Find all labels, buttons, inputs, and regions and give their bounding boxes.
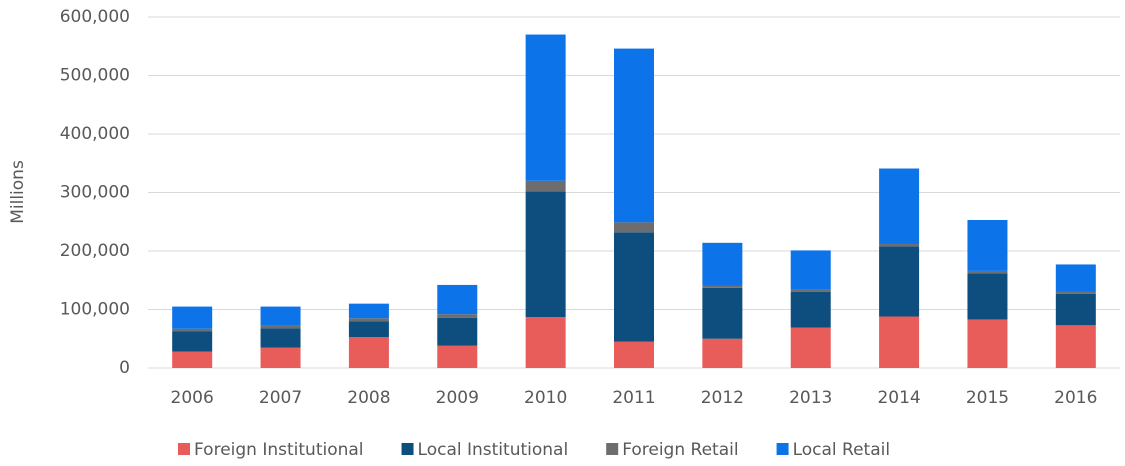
x-tick-label: 2010	[524, 388, 567, 408]
y-tick-label: 100,000	[60, 300, 130, 320]
bar-segment	[967, 273, 1008, 320]
bar-segment	[525, 180, 566, 192]
bar-segment	[879, 168, 920, 244]
bar-segment	[260, 306, 301, 326]
x-tick-label: 2011	[612, 388, 655, 408]
bar-segment	[172, 328, 213, 332]
bar-segment	[790, 291, 831, 328]
x-tick-label: 2006	[171, 388, 214, 408]
x-tick-label: 2014	[877, 388, 920, 408]
bar-segment	[790, 327, 831, 368]
bar-segment	[614, 48, 654, 223]
x-tick-label: 2008	[347, 388, 390, 408]
y-tick-label: 400,000	[60, 124, 130, 144]
bar-segment	[879, 246, 920, 317]
x-tick-label: 2009	[436, 388, 479, 408]
bar-segment	[1055, 291, 1096, 294]
bar-segment	[1055, 325, 1096, 368]
x-tick-label: 2012	[701, 388, 744, 408]
bar-segment	[348, 318, 389, 322]
bar-segment	[260, 328, 301, 348]
bar-segment	[172, 331, 213, 352]
legend-swatch	[178, 443, 190, 455]
x-tick-label: 2016	[1054, 388, 1097, 408]
bar-segment	[1055, 264, 1096, 292]
bar-segment	[437, 314, 478, 318]
bar-segment	[437, 284, 478, 315]
x-tick-label: 2007	[259, 388, 302, 408]
bar-segment	[614, 232, 654, 342]
y-tick-label: 0	[119, 358, 130, 378]
legend-swatch	[401, 443, 414, 455]
bar-segment	[702, 338, 743, 368]
y-tick-label: 600,000	[60, 7, 130, 27]
bar-segment	[437, 317, 478, 346]
bar-segment	[348, 336, 389, 368]
bar-segment	[614, 222, 654, 233]
bar-segment	[525, 317, 566, 368]
bar-segment	[614, 341, 654, 368]
bar-segment	[260, 325, 301, 329]
bar-segment	[525, 34, 566, 181]
bar-segment	[702, 285, 743, 288]
legend-label: Local Institutional	[418, 440, 569, 460]
y-tick-label: 200,000	[60, 241, 130, 261]
bar-segment	[967, 319, 1008, 368]
bar-segment	[790, 250, 831, 290]
bar-segment	[437, 345, 478, 368]
bar-segment	[879, 243, 920, 247]
bar-segment	[967, 270, 1008, 274]
bar-segment	[790, 289, 831, 292]
legend-swatch	[606, 443, 619, 455]
x-tick-label: 2013	[789, 388, 832, 408]
bar-segment	[702, 287, 743, 339]
bar-segment	[260, 347, 301, 368]
bar-segment	[702, 242, 743, 286]
bar-segment	[1055, 293, 1096, 326]
legend-label: Foreign Institutional	[194, 440, 364, 460]
legend-swatch	[776, 443, 789, 455]
bar-segment	[172, 351, 213, 368]
bar-segment	[967, 219, 1008, 271]
bar-segment	[525, 191, 566, 318]
legend-label: Foreign Retail	[622, 440, 738, 460]
bar-segment	[348, 321, 389, 337]
bar-segment	[348, 303, 389, 319]
legend-label: Local Retail	[793, 440, 891, 460]
y-axis-label: Millions	[8, 160, 28, 224]
bar-segment	[172, 306, 213, 329]
x-tick-label: 2015	[966, 388, 1009, 408]
y-tick-label: 500,000	[60, 66, 130, 86]
bar-segment	[879, 316, 920, 368]
y-tick-label: 300,000	[60, 183, 130, 203]
